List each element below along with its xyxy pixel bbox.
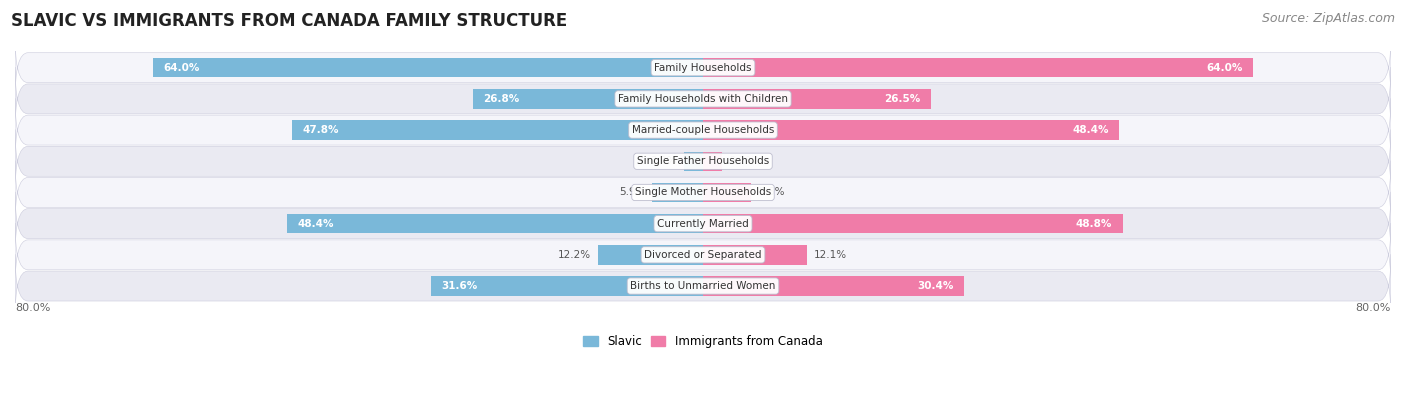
FancyBboxPatch shape: [15, 161, 1391, 224]
Text: 64.0%: 64.0%: [163, 63, 200, 73]
FancyBboxPatch shape: [15, 98, 1391, 162]
Legend: Slavic, Immigrants from Canada: Slavic, Immigrants from Canada: [579, 331, 827, 353]
Text: Divorced or Separated: Divorced or Separated: [644, 250, 762, 260]
Text: 80.0%: 80.0%: [15, 303, 51, 314]
Bar: [703, 183, 751, 202]
Bar: [652, 183, 703, 202]
Text: 26.8%: 26.8%: [482, 94, 519, 104]
Bar: [432, 276, 703, 296]
Text: Source: ZipAtlas.com: Source: ZipAtlas.com: [1261, 12, 1395, 25]
Bar: [287, 214, 703, 233]
Text: 64.0%: 64.0%: [1206, 63, 1243, 73]
Bar: [472, 89, 703, 109]
Text: Married-couple Households: Married-couple Households: [631, 125, 775, 135]
Bar: [703, 58, 1253, 77]
Text: 2.2%: 2.2%: [651, 156, 678, 166]
Text: 5.9%: 5.9%: [619, 188, 645, 198]
FancyBboxPatch shape: [15, 130, 1391, 193]
Text: Currently Married: Currently Married: [657, 219, 749, 229]
Text: 80.0%: 80.0%: [1355, 303, 1391, 314]
Text: 30.4%: 30.4%: [918, 281, 955, 291]
Text: 48.8%: 48.8%: [1076, 219, 1112, 229]
Text: 31.6%: 31.6%: [441, 281, 478, 291]
Text: 2.2%: 2.2%: [728, 156, 755, 166]
Text: Single Mother Households: Single Mother Households: [636, 188, 770, 198]
Bar: [703, 276, 965, 296]
Text: 5.6%: 5.6%: [758, 188, 785, 198]
Text: Family Households with Children: Family Households with Children: [619, 94, 787, 104]
FancyBboxPatch shape: [15, 254, 1391, 318]
Text: 48.4%: 48.4%: [1073, 125, 1109, 135]
Bar: [703, 214, 1122, 233]
Bar: [153, 58, 703, 77]
Text: 12.1%: 12.1%: [814, 250, 846, 260]
FancyBboxPatch shape: [15, 192, 1391, 256]
FancyBboxPatch shape: [15, 67, 1391, 131]
Text: Births to Unmarried Women: Births to Unmarried Women: [630, 281, 776, 291]
Text: 12.2%: 12.2%: [558, 250, 591, 260]
Text: Family Households: Family Households: [654, 63, 752, 73]
Bar: [703, 89, 931, 109]
Bar: [703, 245, 807, 265]
Text: SLAVIC VS IMMIGRANTS FROM CANADA FAMILY STRUCTURE: SLAVIC VS IMMIGRANTS FROM CANADA FAMILY …: [11, 12, 568, 30]
Text: 47.8%: 47.8%: [302, 125, 339, 135]
Bar: [703, 152, 721, 171]
Bar: [598, 245, 703, 265]
FancyBboxPatch shape: [15, 36, 1391, 100]
Bar: [685, 152, 703, 171]
Text: Single Father Households: Single Father Households: [637, 156, 769, 166]
Text: 26.5%: 26.5%: [884, 94, 921, 104]
Bar: [292, 120, 703, 140]
Text: 48.4%: 48.4%: [297, 219, 333, 229]
Bar: [703, 120, 1119, 140]
FancyBboxPatch shape: [15, 223, 1391, 287]
